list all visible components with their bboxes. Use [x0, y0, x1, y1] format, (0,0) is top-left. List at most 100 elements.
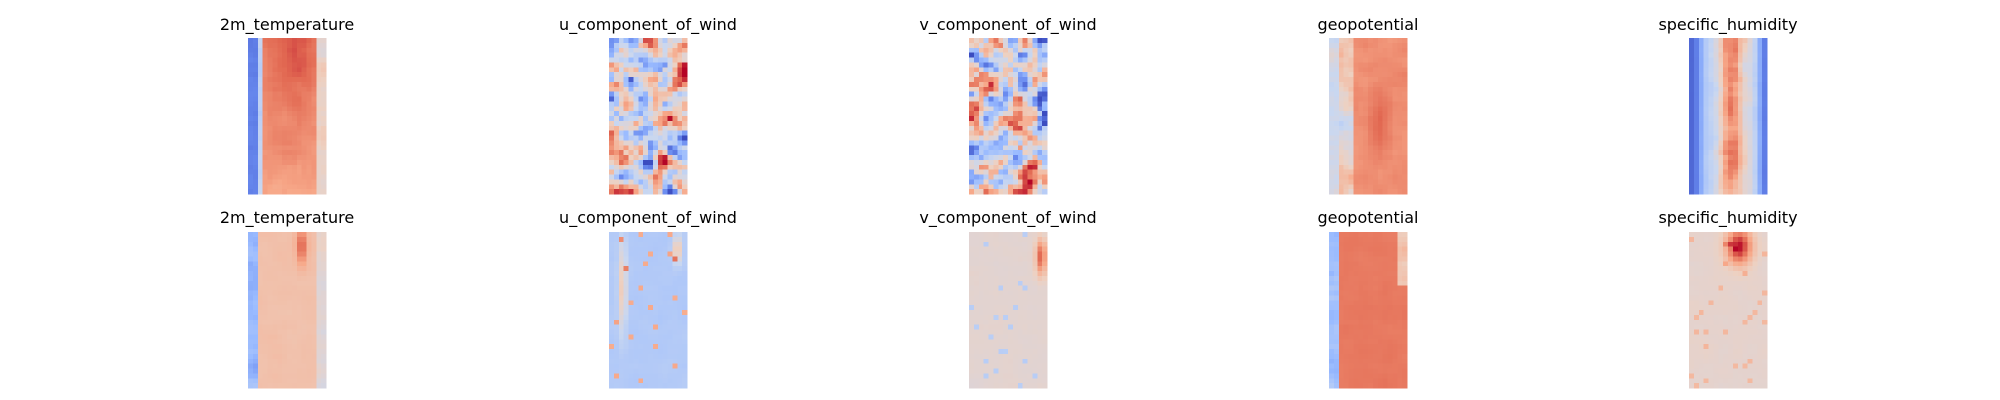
heatmap-cell	[1027, 256, 1033, 262]
heatmap-cell	[1012, 251, 1019, 257]
heatmap-cell	[1348, 130, 1354, 137]
heatmap-cell	[1762, 164, 1768, 171]
heatmap-cell	[301, 120, 308, 127]
heatmap-cell	[1698, 86, 1705, 93]
heatmap-cell	[1027, 72, 1033, 78]
heatmap-cell	[1693, 81, 1700, 88]
heatmap-cell	[1732, 116, 1739, 122]
heatmap-cell	[1703, 91, 1710, 98]
heatmap-cell	[677, 47, 683, 54]
heatmap-cell	[1368, 150, 1374, 156]
heatmap-cell	[321, 67, 327, 73]
heatmap-cell	[316, 349, 322, 355]
heatmap-cell	[672, 344, 678, 350]
heatmap-cell	[1377, 47, 1384, 54]
heatmap-cell	[672, 305, 678, 311]
heatmap-cell	[1752, 319, 1758, 326]
heatmap-cell	[998, 169, 1004, 176]
heatmap-cell	[1728, 106, 1734, 112]
heatmap-cell	[652, 363, 659, 370]
heatmap-cell	[1742, 169, 1749, 176]
heatmap-cell	[1037, 125, 1043, 132]
heatmap-cell	[677, 334, 683, 340]
heatmap-cell	[301, 305, 308, 311]
heatmap-cell	[1689, 310, 1695, 316]
heatmap-cell	[628, 42, 634, 49]
heatmap-cell	[1698, 319, 1705, 326]
heatmap-cell	[1037, 232, 1043, 238]
heatmap-cell	[1372, 334, 1379, 340]
heatmap-cell	[1689, 305, 1695, 311]
heatmap-cell	[1368, 106, 1374, 112]
heatmap-cell	[1387, 310, 1393, 316]
heatmap-cell	[1718, 334, 1724, 340]
heatmap-cell	[643, 135, 649, 141]
heatmap-cell	[609, 349, 615, 355]
heatmap-cell	[682, 236, 688, 243]
heatmap-cell	[623, 125, 630, 132]
heatmap-cell	[613, 135, 620, 141]
heatmap-cell	[1329, 174, 1335, 180]
heatmap-cell	[1387, 164, 1393, 171]
heatmap-cell	[248, 275, 254, 282]
heatmap-cell	[682, 256, 688, 262]
heatmap-cell	[267, 47, 273, 54]
heatmap-cell	[277, 52, 283, 59]
heatmap-cell	[301, 334, 308, 340]
heatmap-cell	[657, 236, 664, 243]
heatmap-cell	[1037, 373, 1043, 379]
heatmap-cell	[306, 363, 312, 370]
heatmap-cell	[1363, 67, 1369, 73]
heatmap-cell	[662, 62, 669, 68]
heatmap-cell	[1402, 300, 1408, 306]
heatmap-cell	[1017, 116, 1024, 122]
heatmap-cell	[983, 373, 990, 379]
heatmap-cell	[677, 164, 683, 171]
heatmap-cell	[1372, 251, 1379, 257]
heatmap-cell	[1732, 241, 1739, 248]
heatmap-cell	[628, 236, 634, 243]
heatmap-cell	[638, 241, 644, 248]
heatmap-cell	[1693, 319, 1700, 326]
heatmap-cell	[978, 275, 985, 282]
heatmap-cell	[648, 314, 654, 321]
heatmap-cell	[277, 135, 283, 141]
heatmap-cell	[257, 353, 264, 360]
heatmap-cell	[1728, 179, 1734, 185]
heatmap-cell	[1397, 246, 1403, 253]
heatmap-cell	[1689, 241, 1695, 248]
heatmap-cell	[1372, 106, 1379, 112]
heatmap-cell	[998, 184, 1004, 190]
heatmap-cell	[1372, 91, 1379, 98]
heatmap-cell	[1042, 251, 1048, 257]
heatmap-cell	[291, 373, 298, 379]
heatmap-cell	[623, 256, 630, 262]
heatmap-cell	[248, 72, 254, 78]
heatmap-cell	[1392, 256, 1398, 262]
heatmap-cell	[1368, 285, 1374, 292]
heatmap-cell	[1368, 300, 1374, 306]
heatmap-cell	[1032, 91, 1038, 98]
heatmap-cell	[1368, 256, 1374, 262]
heatmap-cell	[291, 164, 298, 171]
heatmap-cell	[662, 86, 669, 93]
heatmap-cell	[633, 232, 639, 238]
heatmap-cell	[978, 314, 985, 321]
heatmap-cell	[1353, 130, 1359, 137]
heatmap-cell	[291, 266, 298, 272]
heatmap-cell	[311, 324, 317, 331]
heatmap-cell	[1353, 184, 1359, 190]
heatmap-cell	[672, 77, 678, 83]
heatmap-cell	[1718, 130, 1724, 137]
heatmap-cell	[1402, 266, 1408, 272]
heatmap-cell	[633, 189, 639, 195]
heatmap-cell	[1752, 246, 1758, 253]
heatmap-cell	[1032, 310, 1038, 316]
heatmap-cell	[973, 179, 980, 185]
heatmap-cell	[1718, 42, 1724, 49]
heatmap-cell	[1358, 179, 1364, 185]
heatmap-cell	[1003, 251, 1009, 257]
heatmap-cell	[613, 349, 620, 355]
heatmap-cell	[1333, 290, 1340, 296]
heatmap-cell	[638, 77, 644, 83]
